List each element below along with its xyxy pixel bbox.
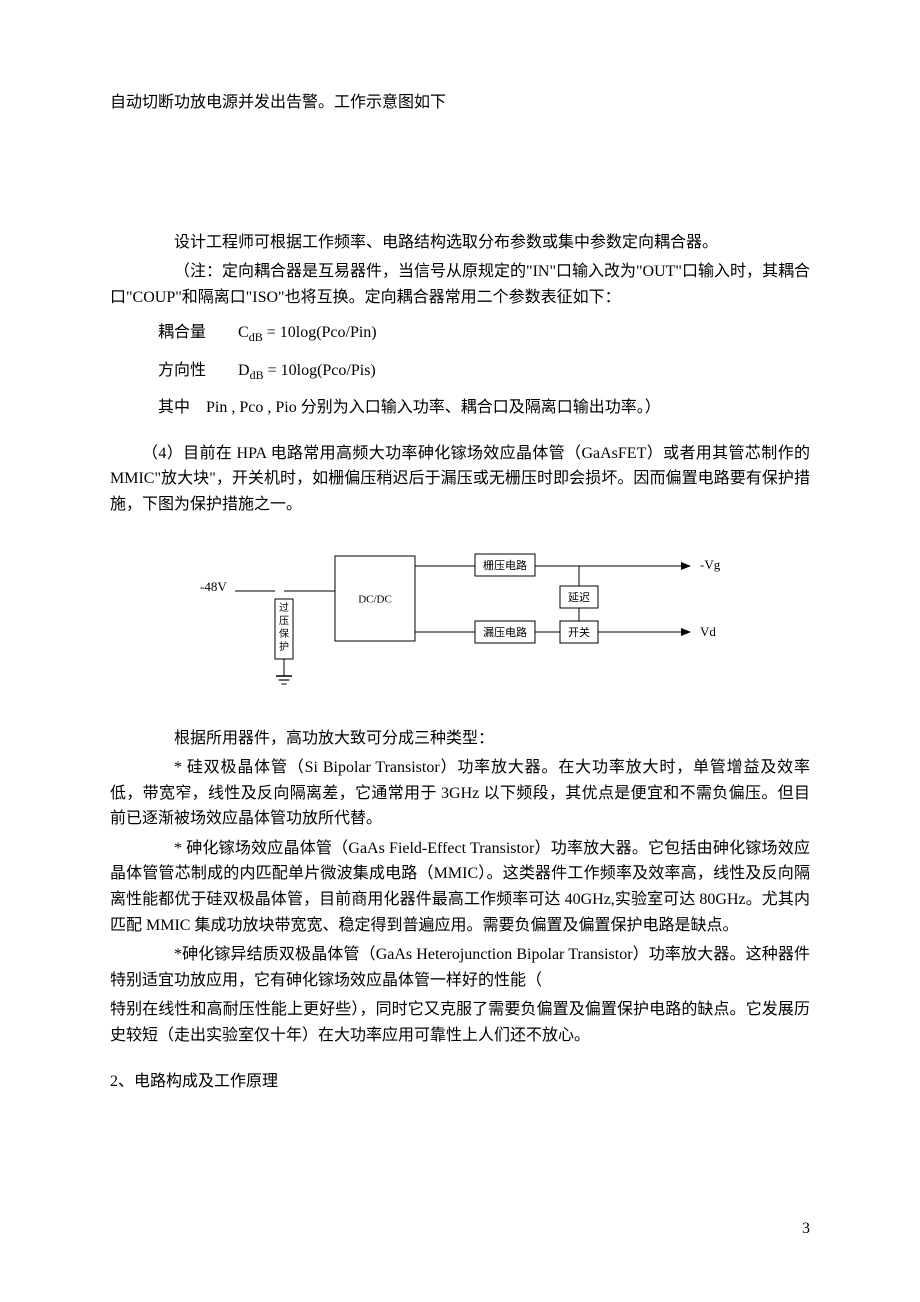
coupling-formula: 耦合量 CdB = 10log(Pco/Pin) <box>158 320 810 347</box>
svg-text:栅压电路: 栅压电路 <box>483 558 527 572</box>
coupling-prefix: C <box>238 324 249 341</box>
type3b: 特别在线性和高耐压性能上更好些），同时它又克服了需要负偏置及偏置保护电路的缺点。… <box>110 997 810 1048</box>
intro-line: 自动切断功放电源并发出告警。工作示意图如下 <box>110 90 810 116</box>
svg-text:DC/DC: DC/DC <box>358 593 392 605</box>
svg-text:-Vg: -Vg <box>700 557 721 572</box>
directivity-sub: dB <box>250 368 264 382</box>
svg-text:护: 护 <box>279 640 289 653</box>
directivity-prefix: D <box>238 362 250 379</box>
coupler-note: （注：定向耦合器是互易器件，当信号从原规定的"IN"口输入改为"OUT"口输入时… <box>110 259 810 310</box>
type3a: *砷化镓异结质双极晶体管（GaAs Heterojunction Bipolar… <box>110 942 810 993</box>
svg-text:Vd: Vd <box>700 624 716 639</box>
coupling-sub: dB <box>249 331 263 345</box>
diagram-placeholder-1 <box>110 120 810 230</box>
coupling-body: = 10log(Pco/Pin) <box>263 324 377 341</box>
hpa-para: （4）目前在 HPA 电路常用高频大功率砷化镓场效应晶体管（GaAsFET）或者… <box>110 441 810 518</box>
page-number: 3 <box>802 1216 810 1242</box>
svg-text:-48V: -48V <box>200 579 227 594</box>
type1: * 硅双极晶体管（Si Bipolar Transistor）功率放大器。在大功… <box>110 755 810 832</box>
document-page: 自动切断功放电源并发出告警。工作示意图如下 设计工程师可根据工作频率、电路结构选… <box>0 0 920 1302</box>
section2-heading: 2、电路构成及工作原理 <box>110 1069 810 1095</box>
coupler-intro: 设计工程师可根据工作频率、电路结构选取分布参数或集中参数定向耦合器。 <box>110 230 810 256</box>
flowchart-svg: -48V 过压保护 DC/DC 栅压电路漏压电路 延迟开关 -Vg Vd <box>190 536 730 696</box>
svg-text:延迟: 延迟 <box>568 591 590 604</box>
svg-text:保: 保 <box>279 627 289 640</box>
directivity-formula: 方向性 DdB = 10log(Pco/Pis) <box>158 358 810 385</box>
bias-protect-diagram: -48V 过压保护 DC/DC 栅压电路漏压电路 延迟开关 -Vg Vd <box>190 536 730 696</box>
directivity-body: = 10log(Pco/Pis) <box>264 362 376 379</box>
svg-text:漏压电路: 漏压电路 <box>483 626 527 639</box>
type2: * 砷化镓场效应晶体管（GaAs Field-Effect Transistor… <box>110 836 810 938</box>
directivity-label: 方向性 <box>158 362 206 379</box>
spacer-1 <box>110 425 810 441</box>
svg-text:过: 过 <box>279 601 289 614</box>
svg-text:开关: 开关 <box>568 625 590 639</box>
svg-text:压: 压 <box>279 615 289 627</box>
params-explain: 其中 Pin , Pco , Pio 分别为入口输入功率、耦合口及隔离口输出功率… <box>158 395 810 421</box>
types-intro: 根据所用器件，高功放大致可分成三种类型： <box>110 726 810 752</box>
coupling-label: 耦合量 <box>158 324 206 341</box>
